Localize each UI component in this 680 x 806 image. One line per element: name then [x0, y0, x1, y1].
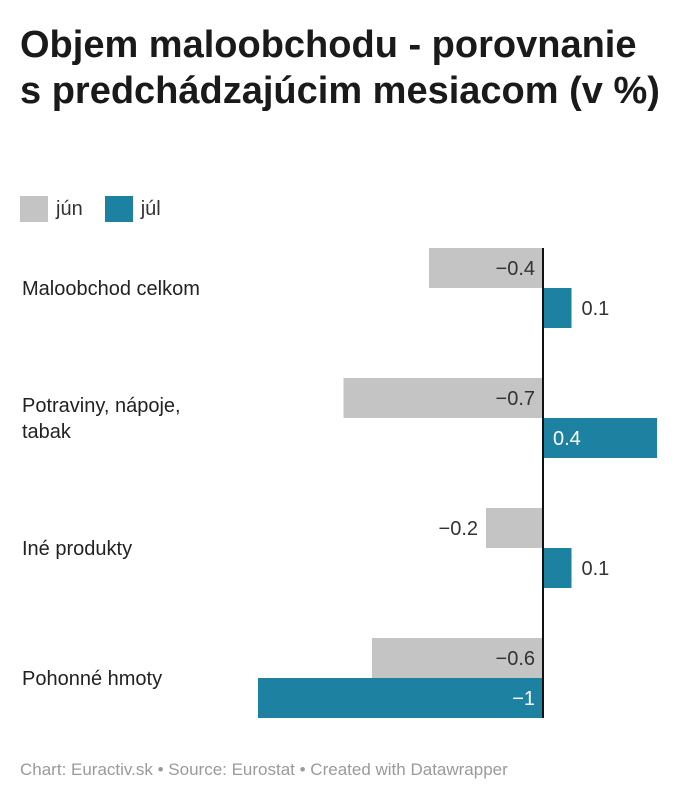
footer-credits: Chart: Euractiv.sk • Source: Eurostat • … [20, 760, 508, 779]
bar-júl [258, 678, 543, 718]
data-label: 0.1 [582, 558, 610, 580]
data-label: 0.1 [582, 298, 610, 320]
legend-item-jul: júl [104, 196, 161, 222]
data-label: −0.7 [496, 388, 535, 410]
legend-label: júl [140, 197, 161, 220]
data-label: −0.4 [496, 258, 535, 280]
data-label: −1 [512, 688, 535, 710]
bar-júl [543, 288, 572, 328]
legend-swatch [20, 196, 48, 222]
bar-jún [486, 508, 543, 548]
legend-swatch [104, 196, 133, 222]
legend-label: jún [56, 197, 83, 220]
bar-jún [372, 638, 543, 678]
bar-júl [543, 548, 572, 588]
chart-title: Objem maloobchodu - porovnanie s predchá… [20, 24, 660, 112]
data-label: 0.4 [553, 428, 581, 450]
legend: jún júl [20, 196, 183, 222]
category-label: Maloobchod celkom [22, 278, 200, 300]
bar-jún [429, 248, 543, 288]
category-label: Potraviny, nápoje, tabak [22, 395, 181, 443]
data-label: −0.2 [439, 518, 478, 540]
data-label: −0.6 [496, 648, 535, 670]
bar-jún [343, 378, 543, 418]
bar-júl [543, 418, 657, 458]
category-label: Pohonné hmoty [22, 668, 163, 690]
legend-item-jun: jún [20, 196, 83, 222]
category-label: Iné produkty [22, 538, 133, 560]
